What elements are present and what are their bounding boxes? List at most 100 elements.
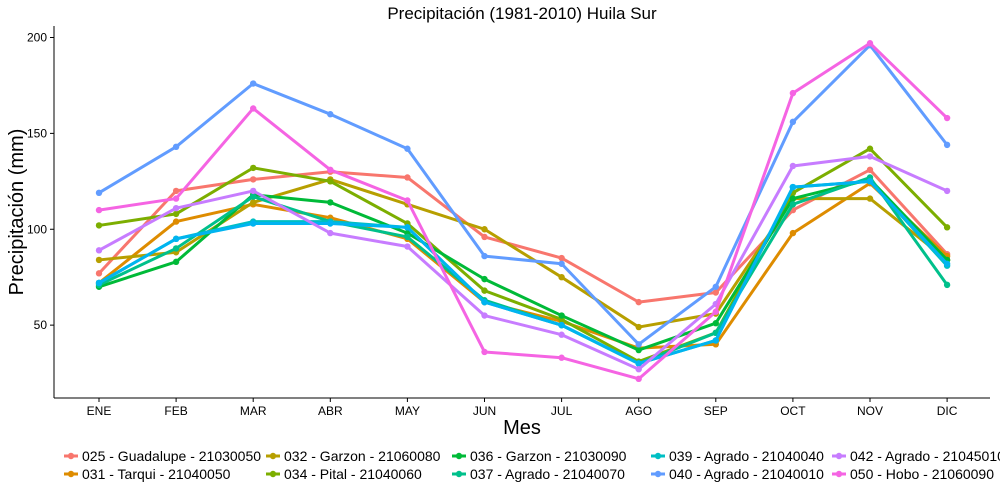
x-tick-label: JUN — [473, 404, 496, 418]
series-line — [98, 41, 949, 381]
data-point — [943, 114, 951, 122]
x-tick-label: ABR — [318, 404, 343, 418]
legend-label: 036 - Garzon - 21030090 — [470, 448, 627, 464]
data-point — [635, 366, 642, 373]
data-point — [172, 195, 180, 202]
data-point — [558, 273, 565, 281]
y-axis-title: Precipitación (mm) — [6, 129, 28, 296]
data-point — [250, 199, 257, 206]
x-tick-label: SEP — [704, 404, 728, 418]
data-point — [172, 258, 180, 266]
data-point — [95, 247, 103, 254]
legend-marker — [455, 452, 463, 460]
legend-label: 037 - Agrado - 21040070 — [470, 466, 625, 482]
x-tick-label: OCT — [780, 404, 806, 418]
data-point — [404, 224, 411, 231]
legend-marker — [67, 452, 75, 460]
series-line — [98, 175, 949, 365]
legend-item: 040 - Agrado - 21040010 — [651, 466, 824, 482]
data-point — [250, 220, 257, 227]
y-tick-label: 150 — [27, 126, 47, 140]
x-tick-label: MAY — [395, 404, 420, 418]
data-point — [327, 229, 334, 237]
data-point — [558, 321, 565, 329]
legend: 025 - Guadalupe - 21030050 031 - Tarqui -… — [64, 448, 1000, 482]
legend-marker — [835, 452, 843, 460]
data-point — [866, 195, 874, 202]
chart-title: Precipitación (1981-2010) Huila Sur — [387, 4, 657, 23]
data-point — [712, 289, 719, 296]
data-point — [712, 308, 719, 315]
series-line — [97, 168, 949, 304]
data-point — [712, 337, 719, 344]
data-point — [172, 235, 180, 243]
y-tick-label: 50 — [34, 318, 48, 332]
x-tick-label: DIC — [937, 404, 958, 418]
data-point — [404, 145, 411, 152]
series-4 — [95, 176, 951, 354]
data-point — [95, 206, 103, 214]
legend-item: 042 - Agrado - 21045010 — [832, 448, 1000, 464]
data-point — [327, 220, 334, 227]
data-point — [943, 281, 951, 289]
series-5 — [95, 174, 951, 367]
data-point — [558, 331, 565, 338]
x-tick-label: AGO — [625, 404, 652, 418]
data-point — [712, 283, 719, 290]
data-point — [789, 195, 797, 202]
series-10 — [95, 40, 951, 383]
data-point — [866, 166, 874, 174]
data-point — [172, 143, 180, 151]
series-0 — [95, 166, 951, 306]
data-point — [404, 174, 411, 181]
data-point — [404, 197, 411, 204]
data-point — [943, 187, 951, 195]
legend-item: 037 - Agrado - 21040070 — [452, 466, 625, 482]
legend-marker — [269, 452, 277, 460]
legend-marker — [67, 470, 75, 478]
legend-marker — [835, 470, 843, 478]
data-point — [172, 204, 180, 212]
data-point — [95, 270, 103, 277]
data-point — [481, 298, 488, 306]
data-point — [558, 354, 565, 361]
data-point — [327, 166, 334, 174]
data-point — [558, 254, 565, 262]
series-line — [98, 181, 949, 350]
data-point — [866, 153, 874, 160]
axes: 50 100 150 200 ENE FEB MAR ABR MAY JUN JUL AGO SEP OC… — [27, 26, 990, 418]
legend-item: 031 - Tarqui - 21040050 — [64, 466, 231, 482]
data-point — [943, 224, 951, 231]
y-tick-label: 200 — [27, 31, 47, 45]
legend-item: 050 - Hobo - 21060090 — [832, 466, 994, 482]
data-point — [327, 199, 334, 206]
legend-label: 031 - Tarqui - 21040050 — [82, 466, 231, 482]
legend-item: 025 - Guadalupe - 21030050 — [64, 448, 261, 464]
series-line — [98, 154, 948, 371]
x-tick-label: MAR — [240, 404, 267, 418]
series-3 — [95, 145, 951, 365]
data-point — [789, 162, 797, 170]
data-point — [481, 233, 488, 241]
data-point — [789, 118, 797, 126]
legend-label: 042 - Agrado - 21045010 — [850, 448, 1000, 464]
data-point — [404, 233, 411, 241]
series-line — [98, 179, 949, 365]
data-point — [712, 320, 719, 327]
legend-label: 034 - Pital - 21040060 — [284, 466, 422, 482]
data-point — [172, 210, 180, 218]
series-9 — [95, 153, 951, 373]
data-point — [635, 346, 642, 354]
x-tick-label: ENE — [87, 404, 112, 418]
legend-marker — [654, 452, 662, 460]
legend-item: 036 - Garzon - 21030090 — [452, 448, 627, 464]
series-layer — [95, 40, 951, 383]
data-point — [172, 187, 180, 195]
data-point — [789, 183, 797, 191]
legend-marker — [455, 470, 463, 478]
legend-label: 025 - Guadalupe - 21030050 — [82, 448, 261, 464]
data-point — [866, 40, 874, 47]
data-point — [635, 375, 642, 383]
data-point — [481, 312, 488, 319]
data-point — [635, 360, 642, 367]
